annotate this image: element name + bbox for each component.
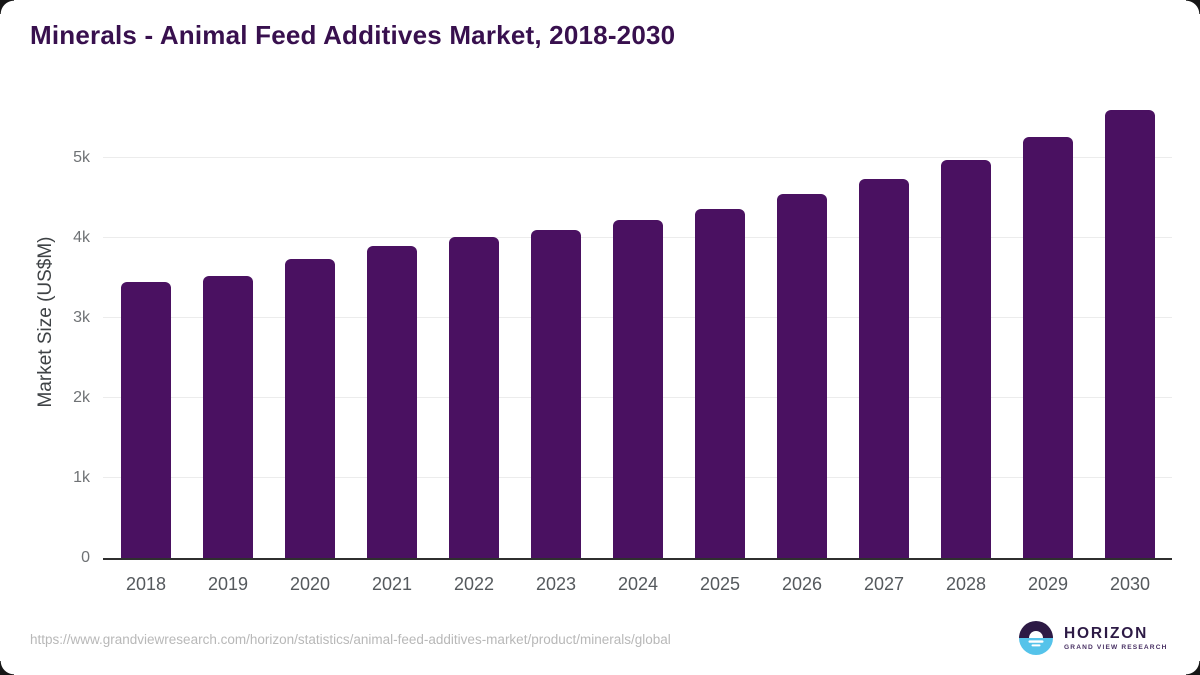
bar-2021[interactable]: [367, 245, 417, 558]
bar-2027[interactable]: [859, 178, 909, 558]
source-url: https://www.grandviewresearch.com/horizo…: [30, 632, 671, 647]
horizon-logo: HORIZON GRAND VIEW RESEARCH: [1018, 620, 1168, 656]
x-tick-label-2019: 2019: [207, 574, 249, 594]
rounded-corner-top-left: [0, 0, 14, 14]
logo-text: HORIZON GRAND VIEW RESEARCH: [1064, 625, 1168, 651]
rounded-corner-top-right: [1186, 0, 1200, 14]
rounded-corner-bottom-left: [0, 661, 14, 675]
rounded-corner-bottom-right: [1186, 661, 1200, 675]
bar-2024[interactable]: [613, 219, 663, 558]
y-tick-label-4k: 4k: [73, 228, 90, 246]
x-tick-label-2018: 2018: [125, 574, 167, 594]
y-axis-title: Market Size (US$M): [35, 236, 56, 408]
x-tick-label-2022: 2022: [453, 574, 495, 594]
logo-subtitle: GRAND VIEW RESEARCH: [1064, 644, 1168, 651]
plot-area: 0 1k 2k 3k 4k 5k 2018 2019 2020 2021 2022 2023 2024 2…: [73, 95, 1172, 594]
y-tick-label-5k: 5k: [73, 148, 90, 166]
chart-title: Minerals - Animal Feed Additives Market,…: [30, 20, 676, 50]
x-tick-label-2024: 2024: [617, 574, 659, 594]
horizon-sun-icon: [1019, 621, 1053, 655]
bar-2018[interactable]: [121, 281, 171, 558]
x-tick-label-2028: 2028: [945, 574, 987, 594]
x-tick-label-2023: 2023: [535, 574, 577, 594]
bar-2029[interactable]: [1023, 137, 1073, 558]
bar-2020[interactable]: [285, 259, 335, 558]
x-tick-label-2026: 2026: [781, 574, 823, 594]
x-tick-label-2027: 2027: [863, 574, 905, 594]
y-tick-label-3k: 3k: [73, 308, 90, 326]
y-tick-label-0: 0: [81, 549, 90, 566]
bar-2028[interactable]: [941, 159, 991, 558]
bar-2025[interactable]: [695, 208, 745, 558]
logo-name: HORIZON: [1064, 625, 1149, 642]
x-tick-label-2020: 2020: [289, 574, 331, 594]
y-tick-label-1k: 1k: [73, 469, 90, 486]
y-tick-label-2k: 2k: [73, 389, 90, 406]
x-tick-label-2025: 2025: [699, 574, 741, 594]
bar-2019[interactable]: [203, 275, 253, 558]
gridline-5k: [103, 156, 1172, 158]
bar-2026[interactable]: [777, 194, 827, 558]
x-tick-label-2021: 2021: [371, 574, 413, 594]
x-tick-label-2030: 2030: [1109, 574, 1151, 594]
bar-2023[interactable]: [531, 229, 581, 558]
bar-2022[interactable]: [449, 237, 499, 558]
bar-2030[interactable]: [1105, 109, 1155, 558]
x-tick-label-2029: 2029: [1027, 574, 1069, 594]
